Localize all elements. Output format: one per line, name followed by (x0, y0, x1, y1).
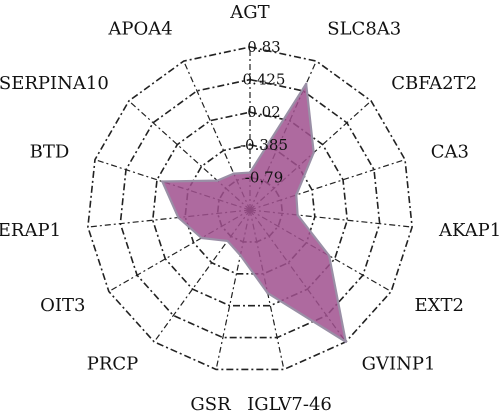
grid-spoke (87, 209, 251, 228)
series-area (161, 82, 347, 343)
grid-spoke (249, 209, 413, 228)
data-point (161, 180, 164, 183)
data-point (295, 193, 298, 197)
tick-label: 0.425 (243, 71, 286, 89)
category-label: APOA4 (107, 18, 172, 39)
category-label: CA3 (431, 141, 469, 162)
data-point (296, 213, 299, 217)
category-label: CBFA2T2 (391, 73, 477, 94)
category-label: OIT3 (40, 295, 85, 316)
data-point (200, 236, 203, 240)
data-point (344, 340, 348, 344)
category-label: SERPINA10 (0, 73, 109, 94)
category-label: AKAP12 (438, 220, 500, 241)
category-label: PRCP (87, 354, 139, 375)
data-point (312, 151, 315, 154)
data-point (327, 254, 331, 257)
grid-spoke (249, 209, 285, 370)
data-point (304, 82, 308, 86)
grid-spoke (94, 159, 251, 211)
grid-spoke (153, 209, 251, 343)
grid-spoke (108, 209, 251, 293)
tick-label: -0.385 (240, 136, 288, 154)
data-point (266, 291, 269, 295)
tick-label: 0.83 (247, 38, 280, 56)
category-label: GSR (190, 394, 231, 415)
grid-spoke (183, 60, 251, 211)
radial-tick-labels: 0.83 0.425 0.02 -0.385 -0.79 (240, 38, 288, 186)
data-point (232, 172, 235, 175)
grid-spoke (128, 100, 251, 211)
data-point (248, 171, 252, 174)
grid-spoke (249, 100, 372, 211)
data-point (177, 216, 180, 219)
grid-ring (151, 111, 349, 307)
grid-spoke (215, 209, 251, 370)
grid-ring (87, 46, 413, 371)
category-label: EXT2 (415, 295, 464, 316)
data-point (239, 254, 242, 257)
category-label: AGT (229, 2, 269, 23)
radar-series (161, 82, 348, 344)
category-label: IGLV7-46 (247, 394, 332, 415)
category-label: SLC8A3 (327, 18, 401, 39)
grid-ring (119, 78, 381, 339)
data-point (226, 239, 229, 243)
data-point (216, 179, 219, 182)
grid-spoke (249, 159, 406, 211)
tick-label: -0.79 (245, 168, 283, 186)
tick-label: 0.02 (247, 103, 280, 121)
category-label: BTD (30, 141, 70, 162)
category-label: GVINP1 (362, 354, 436, 375)
category-label: ERAP1 (0, 220, 61, 241)
grid-spoke (249, 209, 392, 293)
